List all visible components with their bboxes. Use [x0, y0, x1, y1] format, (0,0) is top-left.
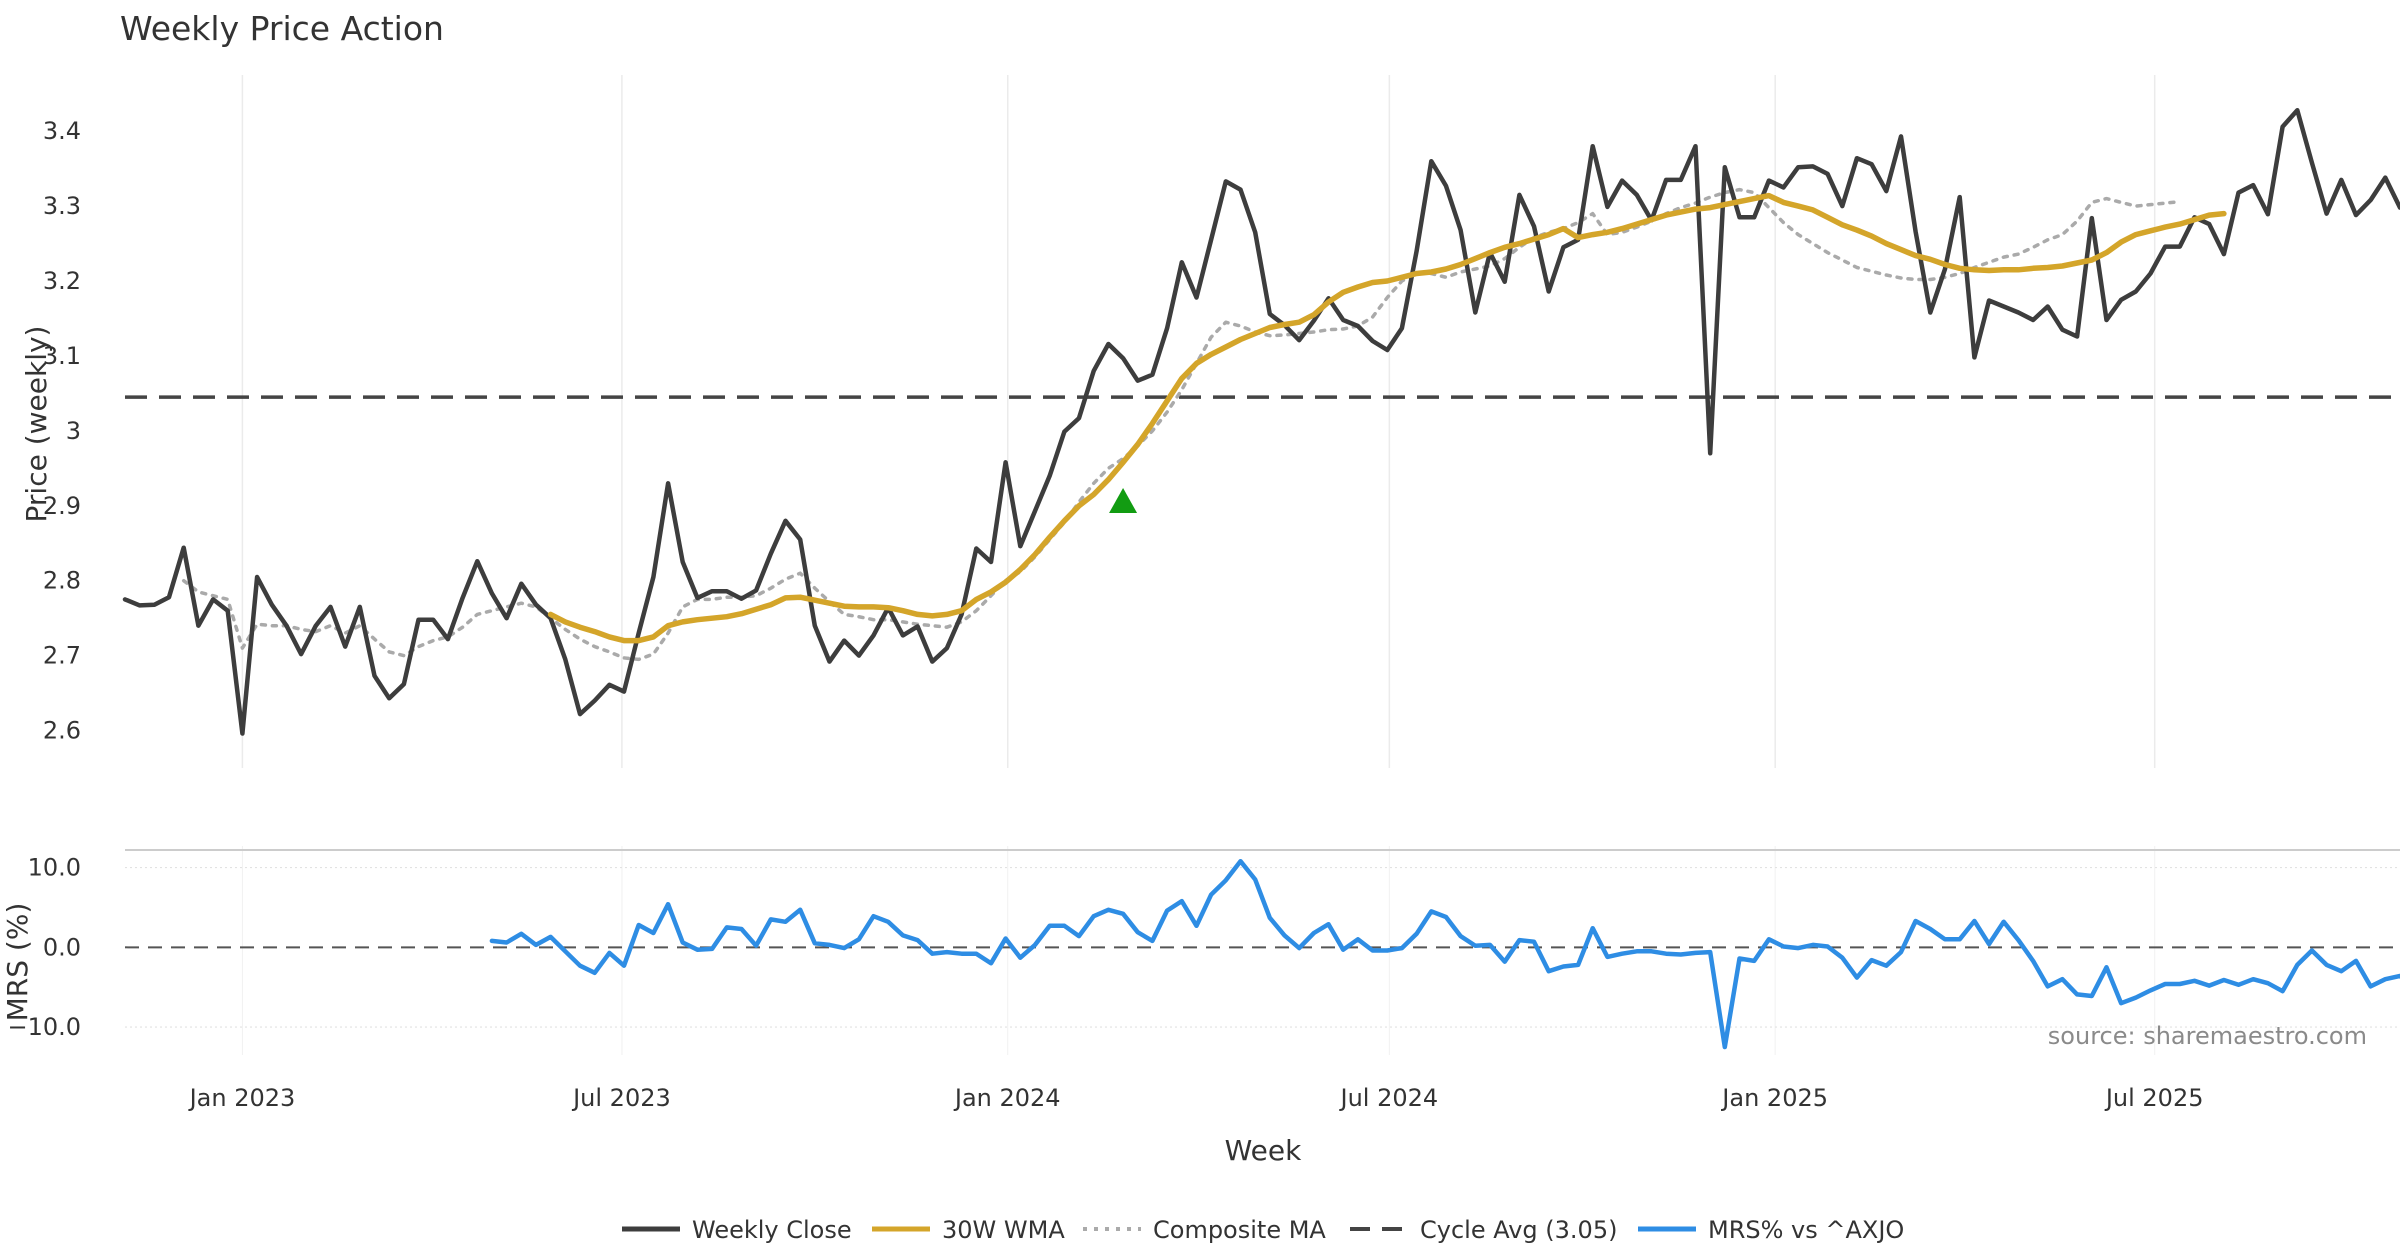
buy-signal-marker	[1109, 488, 1138, 514]
mrs-y-tick-label: 0.0	[43, 933, 81, 961]
price-grid	[241, 75, 2156, 1055]
price-y-tick-label: 2.8	[43, 567, 81, 595]
price-y-tick-label: 3.2	[43, 267, 81, 295]
price-series	[122, 107, 2400, 736]
price-y-tick-label: 3	[66, 417, 81, 445]
x-axis-title: Week	[1225, 1134, 1302, 1167]
price-y-tick-label: 3.4	[43, 117, 81, 145]
legend-label: Composite MA	[1153, 1216, 1326, 1244]
price-y-tick-label: 2.9	[43, 492, 81, 520]
price-y-tick-label: 3.1	[43, 342, 81, 370]
price-y-tick-label: 2.6	[43, 717, 81, 745]
price-y-ticks: 2.6 2.7 2.8 2.9 3 3.1 3.2 3.3 3.4	[43, 117, 81, 744]
x-tick-label: Jan 2023	[188, 1084, 296, 1112]
price-y-tick-label: 3.3	[43, 192, 81, 220]
mrs-series	[489, 858, 2400, 1050]
mrs-y-tick-label: −10.0	[7, 1013, 81, 1041]
x-tick-label: Jan 2025	[1720, 1084, 1828, 1112]
composite-ma-line	[181, 187, 2182, 662]
legend-label: Cycle Avg (3.05)	[1420, 1216, 1617, 1244]
x-tick-labels: Jan 2023 Jul 2023 Jan 2024 Jul 2024 Jan 2025…	[188, 1084, 2204, 1112]
mrs-line	[489, 858, 2400, 1050]
mrs-y-ticks: 10.0 0.0 −10.0	[7, 854, 81, 1042]
mrs-y-axis-title: MRS (%)	[1, 903, 34, 1022]
x-tick-label: Jul 2024	[1339, 1084, 1439, 1112]
legend-label: 30W WMA	[942, 1216, 1065, 1244]
mrs-y-tick-label: 10.0	[28, 854, 81, 882]
wma-30w-line	[547, 192, 2227, 644]
price-y-axis-title: Price (weekly)	[20, 326, 53, 523]
legend: Weekly Close 30W WMA Composite MA Cycle Avg…	[622, 1216, 1904, 1244]
chart-title: Weekly Price Action	[120, 9, 444, 48]
x-tick-label: Jul 2025	[2104, 1084, 2204, 1112]
source-text: source: sharemaestro.com	[2048, 1022, 2367, 1050]
x-tick-label: Jan 2024	[953, 1084, 1061, 1112]
mrs-grid	[125, 849, 2400, 1028]
price-y-tick-label: 2.7	[43, 642, 81, 670]
legend-label: MRS% vs ^AXJO	[1708, 1216, 1904, 1244]
x-tick-label: Jul 2023	[571, 1084, 671, 1112]
legend-label: Weekly Close	[692, 1216, 852, 1244]
weekly-close-line	[122, 107, 2400, 736]
